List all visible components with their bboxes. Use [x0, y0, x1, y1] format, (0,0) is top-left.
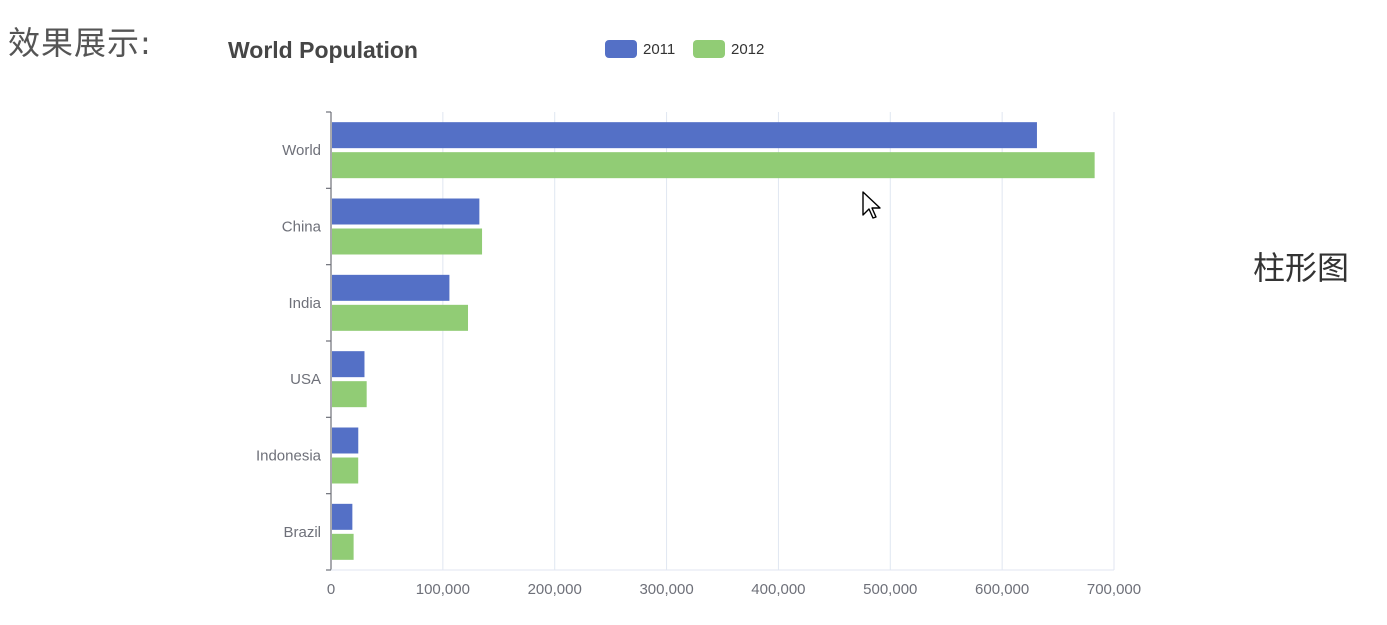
legend-label-2011[interactable]: 2011 — [643, 41, 675, 58]
chart-title: World Population — [228, 37, 418, 63]
y-tick-label: Indonesia — [256, 448, 322, 465]
chart-type-label: 柱形图 — [1253, 249, 1350, 287]
legend-swatch-2011[interactable] — [605, 40, 637, 58]
x-tick-label: 0 — [327, 581, 335, 598]
x-tick-label: 600,000 — [975, 581, 1029, 598]
x-tick-label: 100,000 — [416, 581, 470, 598]
legend-label-2012[interactable]: 2012 — [731, 41, 764, 58]
bar-usa-2011[interactable] — [332, 351, 365, 378]
bar-india-2011[interactable] — [332, 274, 450, 301]
x-tick-label: 200,000 — [528, 581, 582, 598]
bar-china-2012[interactable] — [332, 228, 483, 255]
bar-indonesia-2011[interactable] — [332, 427, 359, 454]
axes — [326, 111, 1114, 571]
y-tick-label: Brazil — [283, 524, 321, 541]
y-tick-label: World — [282, 142, 321, 159]
bar-brazil-2011[interactable] — [332, 503, 353, 530]
bar-china-2011[interactable] — [332, 198, 480, 225]
bar-world-2011[interactable] — [332, 122, 1037, 149]
bar-usa-2012[interactable] — [332, 381, 367, 408]
mouse-cursor-icon — [862, 191, 881, 219]
x-tick-label: 500,000 — [863, 581, 917, 598]
page-heading: 效果展示: — [8, 24, 152, 62]
y-tick-labels: Brazil Indonesia USA India China World — [256, 142, 322, 541]
bar-india-2012[interactable] — [332, 304, 469, 331]
x-tick-label: 700,000 — [1087, 581, 1141, 598]
x-tick-labels: 0 100,000 200,000 300,000 400,000 500,000 600,… — [327, 581, 1141, 598]
chart-legend[interactable]: 2011 2012 — [605, 40, 764, 58]
bars — [332, 122, 1095, 560]
bar-brazil-2012[interactable] — [332, 533, 354, 560]
grid-lines — [442, 112, 1115, 570]
x-tick-label: 300,000 — [639, 581, 693, 598]
bar-indonesia-2012[interactable] — [332, 457, 359, 484]
y-tick-label: China — [282, 219, 322, 236]
y-tick-label: India — [288, 295, 321, 312]
bar-world-2012[interactable] — [332, 152, 1095, 179]
y-tick-label: USA — [290, 371, 321, 388]
x-tick-label: 400,000 — [751, 581, 805, 598]
legend-swatch-2012[interactable] — [693, 40, 725, 58]
